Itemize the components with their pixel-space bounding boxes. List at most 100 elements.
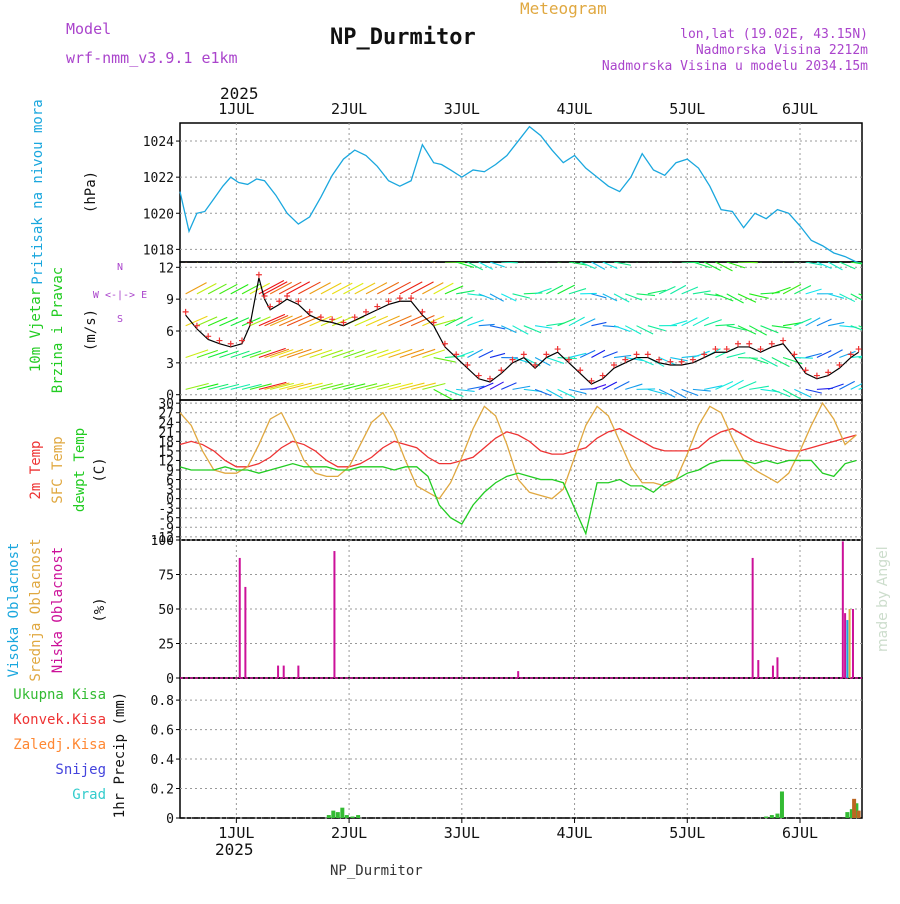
wind-gust-mark xyxy=(600,373,606,379)
precip-bar xyxy=(356,815,360,818)
wind-arrow xyxy=(366,384,389,390)
coords-text: lon,lat (19.02E, 43.15N) xyxy=(680,27,868,42)
wind-arrow xyxy=(186,283,207,294)
wind-compass-n: N xyxy=(117,262,123,273)
wind-gust-mark xyxy=(735,341,741,347)
wind-gust-mark xyxy=(577,367,583,373)
cloud-bar xyxy=(297,666,299,678)
model-elevation-text: Nadmorska Visina u modelu 2034.15m xyxy=(602,59,868,74)
wind-arrow xyxy=(186,384,209,390)
y-tick-label: 30 xyxy=(158,397,174,412)
wind-arrow xyxy=(298,349,322,357)
wind-arrow xyxy=(839,262,855,269)
y-tick-label: 6 xyxy=(166,325,174,340)
wind-arrow xyxy=(298,282,320,294)
wind-arrow xyxy=(265,315,289,325)
wind-gust-mark xyxy=(555,346,561,352)
wind-arrow xyxy=(761,254,778,262)
precip-bar xyxy=(327,815,331,818)
wind-arrow xyxy=(298,316,321,326)
wind-arrow xyxy=(603,352,618,358)
wind-arrow xyxy=(219,251,236,262)
wind-arrow xyxy=(422,249,442,262)
cloud-bar xyxy=(244,587,246,678)
wind-ylabel-sub: Brzina i Pravac xyxy=(50,267,66,393)
wind-arrow xyxy=(637,255,654,262)
cloud-bar xyxy=(846,620,848,678)
x-tick-label-top: 5JUL xyxy=(669,100,705,118)
panel-precip: 00.20.40.60.8 xyxy=(151,678,862,827)
wind-arrow xyxy=(355,350,377,357)
wind-arrow xyxy=(749,386,769,389)
wind-arrow xyxy=(389,316,412,326)
wind-arrow xyxy=(389,248,410,262)
wind-arrow xyxy=(321,250,340,262)
product-title: Meteogram xyxy=(520,0,607,18)
wind-arrow xyxy=(208,284,226,294)
wind-arrow xyxy=(400,383,425,389)
footer-station: NP_Durmitor xyxy=(330,863,423,879)
wind-arrow xyxy=(535,254,550,262)
temp-ylabel-0: 2m Temp xyxy=(28,440,44,499)
wind-arrow xyxy=(580,319,595,326)
wind-arrow xyxy=(219,284,237,294)
wind-arrow xyxy=(197,317,217,326)
y-tick-label: 0.6 xyxy=(151,724,174,739)
wind-arrow xyxy=(828,322,844,325)
cloud-bar xyxy=(757,660,759,678)
wind-unit: (m/s) xyxy=(83,309,99,351)
wind-arrow xyxy=(197,250,216,262)
wind-arrow xyxy=(670,358,687,361)
wind-compass: W <-|-> E xyxy=(93,290,147,301)
precip-bar xyxy=(345,815,349,818)
wind-arrow xyxy=(310,350,332,358)
cloud-bar xyxy=(844,613,846,678)
wind-arrow xyxy=(456,389,474,391)
wind-arrow xyxy=(783,255,802,262)
wind-arrow xyxy=(761,293,780,294)
wind-arrow xyxy=(400,316,423,326)
wind-arrow xyxy=(366,350,388,358)
precip-bar xyxy=(770,815,774,818)
wind-arrow xyxy=(208,251,225,262)
wind-arrow xyxy=(501,383,516,390)
wind-arrow xyxy=(197,384,218,389)
wind-arrow xyxy=(231,351,250,357)
precip-bar xyxy=(764,817,768,818)
wind-arrow xyxy=(355,316,376,325)
wind-arrow xyxy=(794,358,813,359)
station-title: NP_Durmitor xyxy=(330,25,476,50)
wind-gust-mark xyxy=(442,341,448,347)
wind-arrow xyxy=(219,318,238,326)
y-tick-label: 3 xyxy=(166,357,174,372)
wind-arrow xyxy=(366,249,386,262)
panel-frame xyxy=(180,678,862,818)
wind-gust-mark xyxy=(205,333,211,339)
wind-arrow xyxy=(389,383,413,389)
precip-legend-0: Ukupna Kisa xyxy=(13,687,106,703)
wind-arrow xyxy=(219,351,238,358)
cloud-ylabel-2: Niska Oblacnost xyxy=(50,547,66,673)
wind-arrow xyxy=(231,251,248,262)
wind-arrow xyxy=(270,282,292,293)
pressure-unit: (hPa) xyxy=(83,171,99,213)
wind-arrow xyxy=(614,355,631,357)
wind-arrow xyxy=(434,283,454,294)
wind-arrow xyxy=(535,326,552,329)
wind-gust-mark xyxy=(780,338,786,344)
wind-gust-mark xyxy=(194,323,200,329)
y-tick-label: 1024 xyxy=(143,135,174,150)
x-tick-label-bottom: 5JUL xyxy=(669,824,705,842)
wind-arrow xyxy=(648,253,664,262)
wind-arrow xyxy=(603,382,617,389)
wind-arrow xyxy=(208,317,227,325)
precip-bar xyxy=(340,808,344,818)
wind-arrow xyxy=(186,249,206,262)
wind-arrow xyxy=(704,320,722,326)
y-tick-label: 1022 xyxy=(143,171,174,186)
wind-arrow xyxy=(727,353,746,358)
wind-gust-mark xyxy=(712,346,718,352)
